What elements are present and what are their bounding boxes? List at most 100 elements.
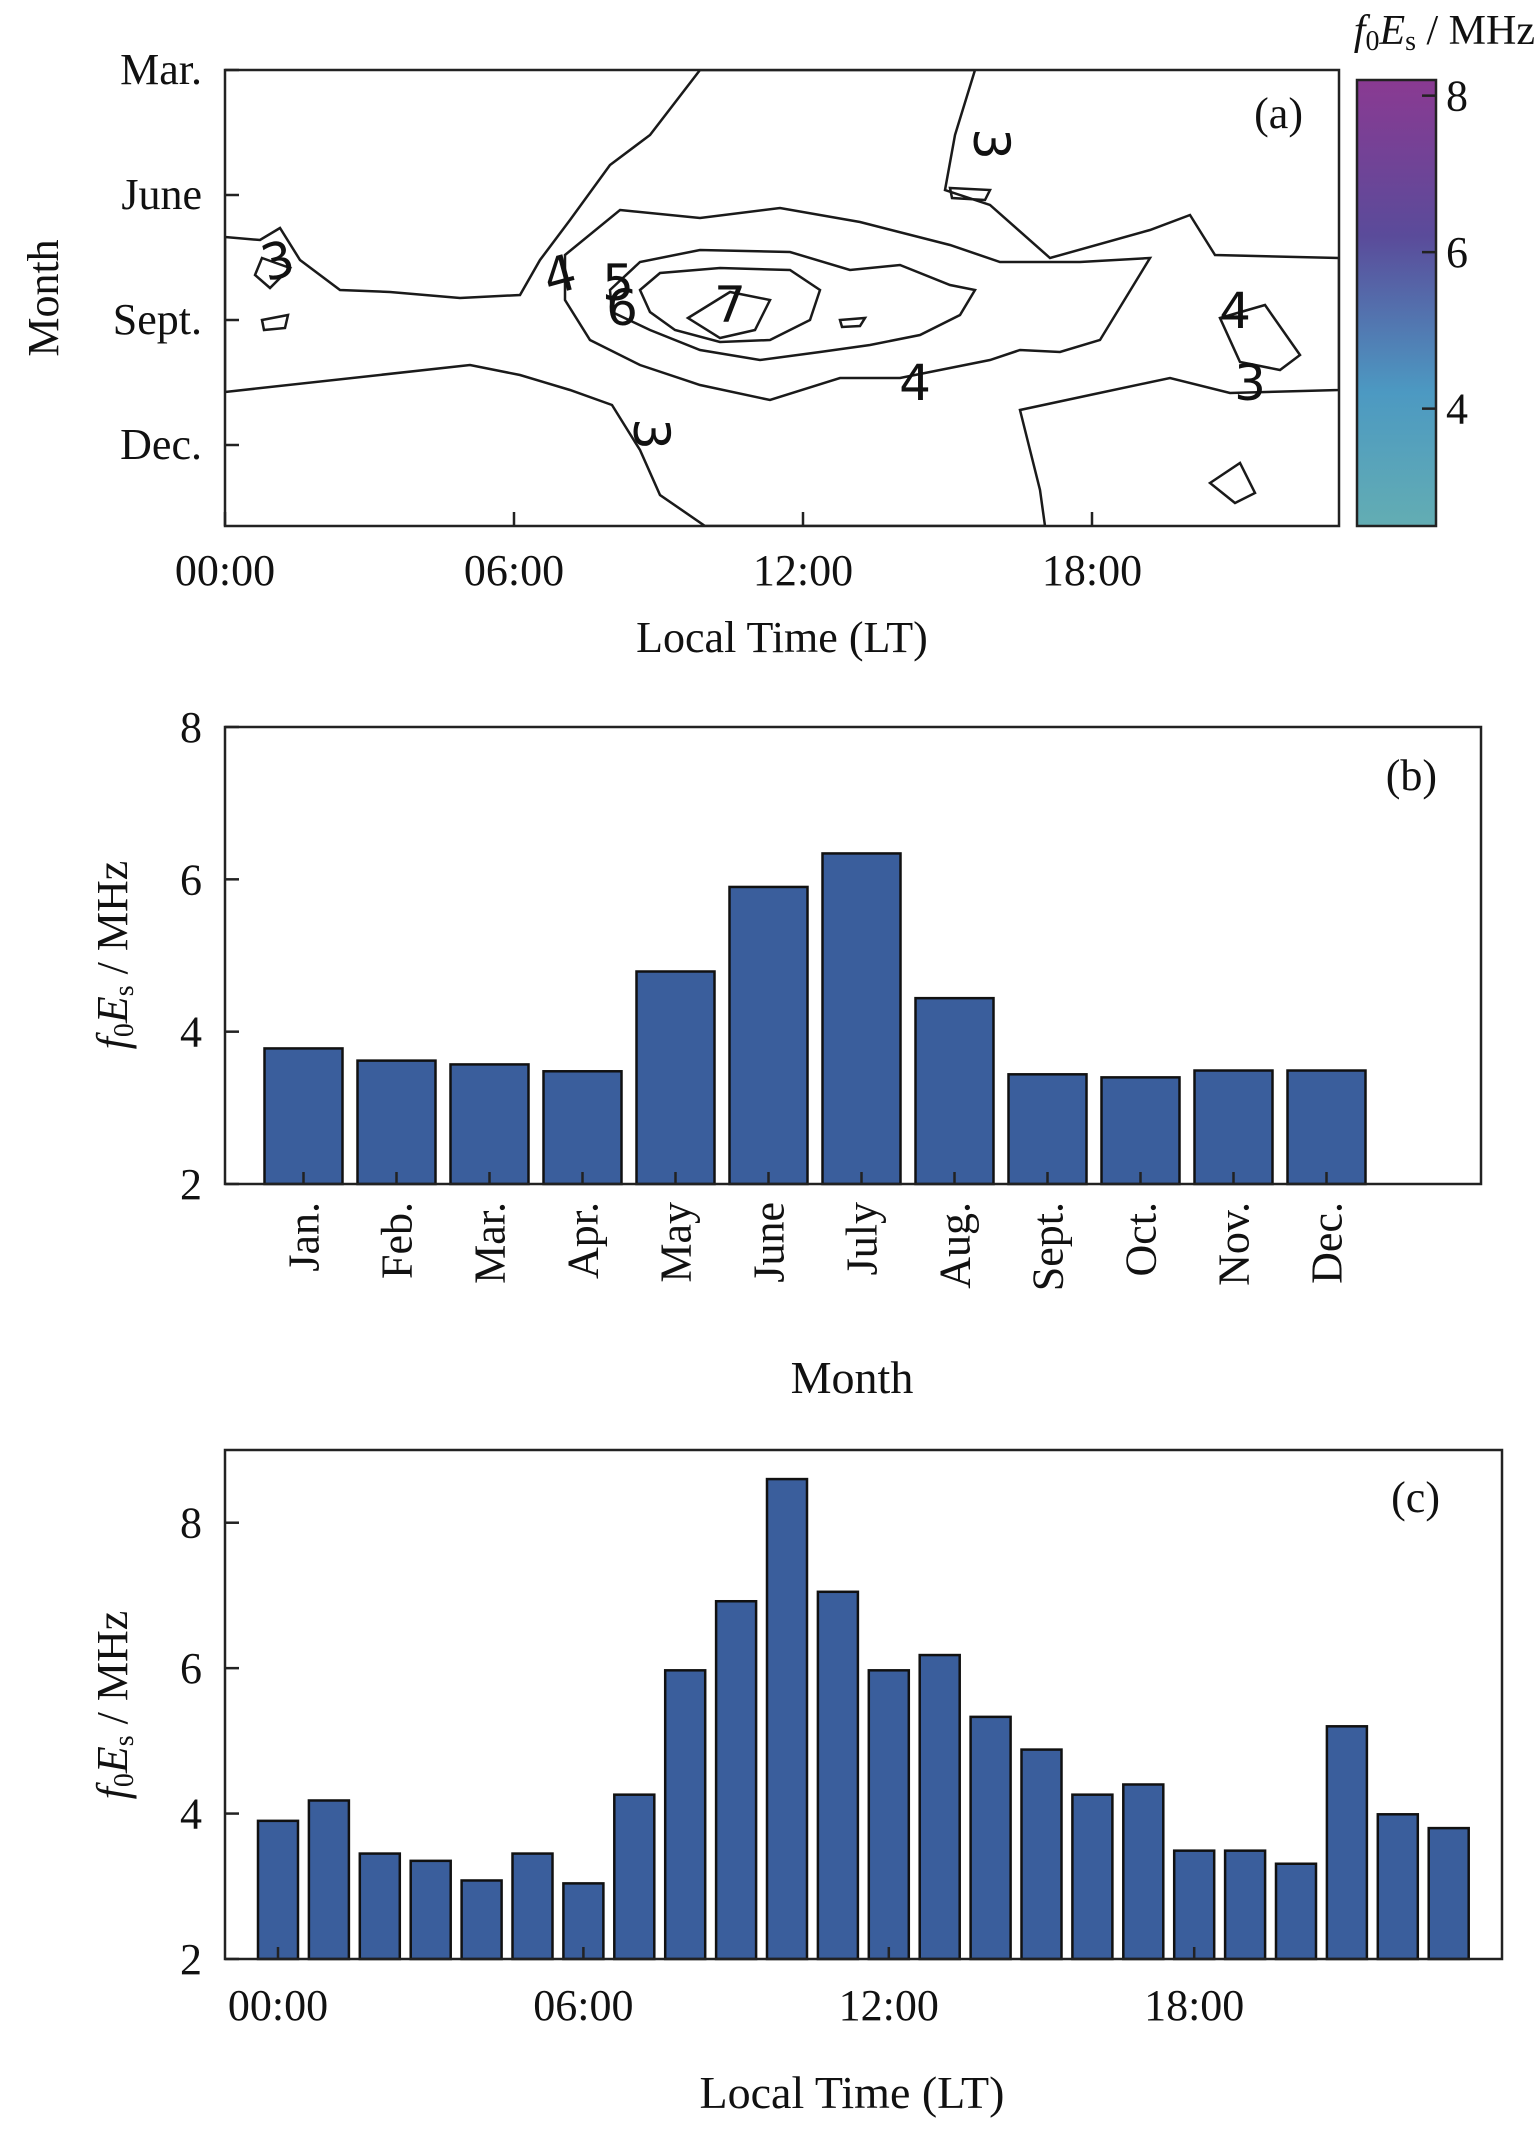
colorbar-gradient — [1355, 78, 1438, 528]
panel-c-bar — [765, 1477, 809, 1961]
panel-a-frame — [223, 68, 1341, 528]
panel-b-bar — [542, 1070, 623, 1186]
panel-c-bar — [969, 1715, 1012, 1961]
panel-c-bar — [562, 1882, 605, 1961]
panel-c-y-ticks: 2 4 6 8 — [180, 1499, 239, 1984]
contour-label: 3 — [622, 418, 680, 450]
panel-b-bar — [1100, 1076, 1181, 1186]
panel-b-bar — [449, 1063, 530, 1186]
panel-c-bar — [409, 1859, 452, 1961]
panel-b-bar — [263, 1047, 344, 1186]
panel-b-x-tick-label: July — [838, 1202, 887, 1275]
contour-region-6 — [638, 266, 822, 344]
panel-c: 2 4 6 8 00:00 06:00 12:00 18:00 (c) Local Time… — [88, 1448, 1504, 2118]
contour-label: 3 — [1234, 354, 1266, 412]
panel-a-x-tick-label: 06:00 — [464, 546, 564, 595]
contour-region-7 — [685, 290, 772, 340]
panel-b-frame — [223, 725, 1483, 1186]
panel-c-x-label: Local Time (LT) — [700, 2067, 1005, 2118]
colorbar-title-subs: s — [1405, 26, 1416, 57]
colorbar: 8 6 4 f0Es / MHz — [1354, 8, 1535, 528]
panel-c-y-tick-label: 2 — [180, 1935, 202, 1984]
panel-c-y-label-subs: s — [109, 1735, 140, 1746]
contour-label: 6 — [606, 279, 638, 337]
panel-c-bar — [358, 1852, 402, 1961]
panel-c-y-label: f0Es / MHz — [88, 1611, 140, 1800]
panel-c-bar — [307, 1799, 351, 1961]
panel-a-x-tick-label: 00:00 — [175, 546, 275, 595]
panel-b-bar — [356, 1059, 437, 1186]
panel-b-x-tick-label: Aug. — [931, 1202, 980, 1289]
panel-b-x-tick-label: Sept. — [1024, 1202, 1073, 1291]
colorbar-title-unit: / MHz — [1416, 8, 1535, 54]
panel-c-bar — [511, 1852, 554, 1961]
panel-c-x-tick-label: 18:00 — [1144, 1981, 1244, 2030]
contour-field — [225, 70, 1339, 526]
panel-c-label: (c) — [1391, 1473, 1440, 1522]
panel-c-bar — [1172, 1849, 1216, 1961]
panel-b-bar — [821, 852, 902, 1186]
colorbar-ticks: 8 6 4 — [1422, 72, 1468, 434]
panel-b-x-label: Month — [791, 1352, 914, 1403]
panel-b-y-label-unit: / MHz — [88, 861, 137, 986]
panel-c-bar — [816, 1590, 860, 1961]
panel-b-y-tick-label: 8 — [180, 703, 202, 752]
colorbar-tick-label: 6 — [1446, 228, 1468, 277]
panel-c-bar — [1020, 1748, 1063, 1961]
panel-b-y-label-sub0: 0 — [109, 1023, 140, 1037]
panel-b-label: (b) — [1386, 751, 1437, 800]
panel-c-bar — [1376, 1813, 1420, 1961]
panel-a-x-tick-label: 12:00 — [753, 546, 853, 595]
panel-b-y-label-e: E — [88, 996, 137, 1024]
panel-c-bar — [918, 1653, 961, 1961]
panel-b-bar — [635, 970, 716, 1186]
panel-a-y-ticks: Mar. June Sept. Dec. — [113, 45, 239, 469]
panel-b-y-ticks: 2 4 6 8 — [180, 703, 239, 1209]
contour-island-west — [260, 313, 290, 332]
panel-b-y-tick-label: 4 — [180, 1008, 202, 1057]
panel-b: 2 4 6 8 Jan. Feb. Mar. Apr. May June July Aug. Sept… — [88, 703, 1483, 1403]
panel-b-x-tick-label: Oct. — [1117, 1202, 1166, 1277]
panel-b-bar — [1286, 1069, 1367, 1186]
panel-c-bar — [714, 1599, 758, 1961]
panel-b-bar — [914, 996, 995, 1186]
contour-label: 3 — [962, 128, 1020, 160]
panel-c-x-tick-label: 06:00 — [533, 1981, 633, 2030]
panel-b-bars — [263, 852, 1367, 1186]
panel-c-bar — [613, 1793, 656, 1961]
panel-b-x-tick-label: Feb. — [373, 1202, 422, 1279]
panel-a-background — [225, 70, 1339, 526]
panel-a-y-tick-label: Sept. — [113, 295, 202, 344]
contour-label: 7 — [714, 276, 746, 334]
colorbar-tick-label: 8 — [1446, 72, 1468, 121]
contour-island-east — [1218, 303, 1302, 372]
contour-island-top — [948, 186, 992, 202]
contour-region-3 — [225, 70, 1339, 526]
panel-c-x-ticks: 00:00 06:00 12:00 18:00 — [228, 1947, 1244, 2030]
panel-c-y-tick-label: 4 — [180, 1790, 202, 1839]
panel-c-bar — [867, 1669, 911, 1961]
panel-b-bar — [1007, 1073, 1088, 1186]
panel-b-x-ticks: Jan. Feb. Mar. Apr. May June July Aug. Sept. Oct.… — [280, 1172, 1352, 1291]
panel-b-x-tick-label: Jan. — [280, 1202, 329, 1272]
panel-c-bar — [1122, 1783, 1165, 1961]
panel-b-y-tick-label: 6 — [180, 855, 202, 904]
colorbar-title-sub0: 0 — [1365, 26, 1379, 57]
panel-a-y-label: Month — [19, 239, 68, 356]
panel-c-y-label-sub0: 0 — [109, 1773, 140, 1787]
panel-b-y-tick-label: 2 — [180, 1160, 202, 1209]
contour-region-5 — [608, 248, 977, 362]
contour-island-left — [253, 256, 293, 290]
panel-c-bar — [1427, 1826, 1470, 1961]
panel-c-bar — [460, 1879, 503, 1961]
contour-island-mid — [838, 316, 868, 329]
panel-c-y-tick-label: 6 — [180, 1644, 202, 1693]
colorbar-title-e: E — [1378, 8, 1405, 54]
panel-c-frame — [223, 1448, 1504, 1961]
contour-label: 5 — [602, 254, 634, 312]
panel-a-y-tick-label: Dec. — [120, 420, 202, 469]
panel-c-x-tick-label: 12:00 — [839, 1981, 939, 2030]
panel-b-x-tick-label: Nov. — [1210, 1202, 1259, 1286]
panel-c-bar — [663, 1669, 707, 1961]
